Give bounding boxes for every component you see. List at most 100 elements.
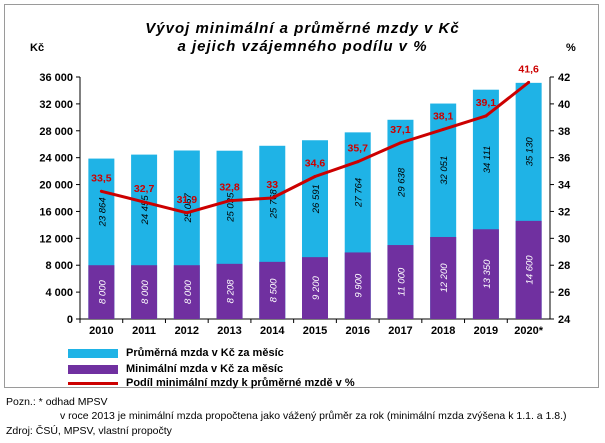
min-wage-bar <box>344 252 371 319</box>
note-2013-calculation: v roce 2013 je minimální mzda propočtena… <box>60 410 567 422</box>
ratio-point <box>270 196 274 200</box>
legend-swatch-ratio <box>68 381 118 385</box>
right-axis-tick-label: 38 <box>558 126 570 138</box>
ratio-value-label: 39,1 <box>476 97 497 109</box>
min-wage-bar <box>131 265 158 319</box>
x-axis-tick-label: 2012 <box>175 325 199 337</box>
ratio-point <box>441 127 445 131</box>
x-axis-tick-label: 2020* <box>514 325 543 337</box>
right-axis-tick-label: 40 <box>558 99 570 111</box>
left-axis-tick-label: 16 000 <box>39 206 73 218</box>
avg-wage-value-label: 24 455 <box>140 195 151 226</box>
min-wage-bar <box>472 229 499 319</box>
left-axis-tick-label: 36 000 <box>39 72 73 84</box>
avg-wage-value-label: 26 591 <box>311 184 322 214</box>
ratio-point <box>185 211 189 215</box>
note-source: Zdroj: ČSÚ, MPSV, vlastní propočty <box>6 425 172 437</box>
x-axis-tick-label: 2018 <box>431 325 455 337</box>
ratio-value-label: 33 <box>266 179 278 191</box>
ratio-point <box>398 141 402 145</box>
ratio-value-label: 31,9 <box>177 194 198 206</box>
ratio-value-label: 37,1 <box>390 124 411 136</box>
min-wage-bar <box>216 263 243 319</box>
x-axis-tick-label: 2017 <box>388 325 412 337</box>
ratio-value-label: 38,1 <box>433 110 454 122</box>
x-axis-tick-label: 2015 <box>303 325 327 337</box>
left-axis-tick-label: 32 000 <box>39 99 73 111</box>
legend-label-avg-wage: Průměrná mzda v Kč za měsíc <box>126 347 284 359</box>
ratio-value-label: 41,6 <box>518 63 539 75</box>
left-axis-tick-label: 24 000 <box>39 153 73 165</box>
ratio-point <box>313 174 317 178</box>
right-axis-tick-label: 32 <box>558 206 570 218</box>
min-wage-bar <box>88 265 115 319</box>
ratio-point <box>484 114 488 118</box>
right-axis-tick-label: 34 <box>558 180 571 192</box>
x-axis-tick-label: 2011 <box>132 325 156 337</box>
right-axis-tick-label: 24 <box>558 314 571 326</box>
min-wage-bar <box>515 220 542 319</box>
left-axis-tick-label: 4 000 <box>45 287 73 299</box>
legend-item-avg-wage: Průměrná mzda v Kč za měsíc <box>68 346 284 360</box>
min-wage-value-label: 14 600 <box>525 255 536 285</box>
avg-wage-value-label: 25 768 <box>268 189 279 220</box>
min-wage-value-label: 12 200 <box>439 263 450 293</box>
x-axis-tick-label: 2013 <box>217 325 241 337</box>
x-axis-tick-label: 2019 <box>474 325 498 337</box>
avg-wage-value-label: 32 051 <box>439 156 450 185</box>
left-axis-tick-label: 0 <box>67 314 73 326</box>
min-wage-value-label: 9 900 <box>354 273 365 297</box>
left-axis-unit: Kč <box>30 42 45 54</box>
min-wage-value-label: 9 200 <box>311 275 322 299</box>
avg-wage-value-label: 23 864 <box>97 197 108 227</box>
right-axis-tick-label: 28 <box>558 260 570 272</box>
min-wage-value-label: 8 000 <box>183 280 194 304</box>
right-axis-tick-label: 42 <box>558 72 570 84</box>
min-wage-bar <box>259 261 286 319</box>
min-wage-bar <box>173 265 200 319</box>
min-wage-value-label: 11 000 <box>396 267 407 296</box>
avg-wage-value-label: 25 035 <box>226 192 237 223</box>
min-wage-value-label: 8 000 <box>97 280 108 304</box>
min-wage-value-label: 8 500 <box>268 278 279 302</box>
ratio-value-label: 32,7 <box>134 183 155 195</box>
legend-label-min-wage: Minimální mzda v Kč za měsíc <box>126 363 284 375</box>
ratio-point <box>356 160 360 164</box>
min-wage-value-label: 8 000 <box>140 280 151 304</box>
right-axis-tick-label: 30 <box>558 233 570 245</box>
x-axis-tick-label: 2010 <box>89 325 113 337</box>
ratio-point <box>527 80 531 84</box>
min-wage-bar <box>387 245 414 319</box>
ratio-value-label: 32,8 <box>219 182 240 194</box>
avg-wage-value-label: 27 764 <box>354 178 365 208</box>
avg-wage-value-label: 34 111 <box>482 146 493 174</box>
avg-wage-value-label: 35 130 <box>525 137 536 167</box>
ratio-point <box>228 199 232 203</box>
right-axis-unit: % <box>566 42 576 54</box>
ratio-value-label: 35,7 <box>348 143 369 155</box>
chart-title-line1: Vývoj minimální a průměrné mzdy v Kč <box>145 20 460 37</box>
avg-wage-value-label: 29 638 <box>396 167 407 198</box>
legend-label-ratio: Podíl minimální mzdy k průměrné mzdě v % <box>126 377 355 389</box>
left-axis-tick-label: 28 000 <box>39 126 73 138</box>
legend-item-ratio: Podíl minimální mzdy k průměrné mzdě v % <box>68 376 355 390</box>
min-wage-value-label: 8 208 <box>226 279 237 303</box>
legend-swatch-min-wage <box>68 364 118 374</box>
min-wage-bar <box>430 236 457 319</box>
min-wage-value-label: 13 350 <box>482 259 493 289</box>
min-wage-bar <box>302 257 328 319</box>
right-axis-tick-label: 26 <box>558 287 570 299</box>
chart-title-line2: a jejich vzájemného podílu v % <box>177 38 428 55</box>
legend-swatch-avg-wage <box>68 348 118 358</box>
note-estimate: Pozn.: * odhad MPSV <box>6 396 108 408</box>
ratio-point <box>142 200 146 204</box>
left-axis-tick-label: 8 000 <box>45 260 73 272</box>
ratio-value-label: 33,5 <box>91 172 112 184</box>
legend-item-min-wage: Minimální mzda v Kč za měsíc <box>68 362 283 376</box>
left-axis-tick-label: 20 000 <box>39 180 73 192</box>
ratio-point <box>99 189 103 193</box>
left-axis-tick-label: 12 000 <box>39 233 73 245</box>
x-axis-tick-label: 2016 <box>345 325 369 337</box>
